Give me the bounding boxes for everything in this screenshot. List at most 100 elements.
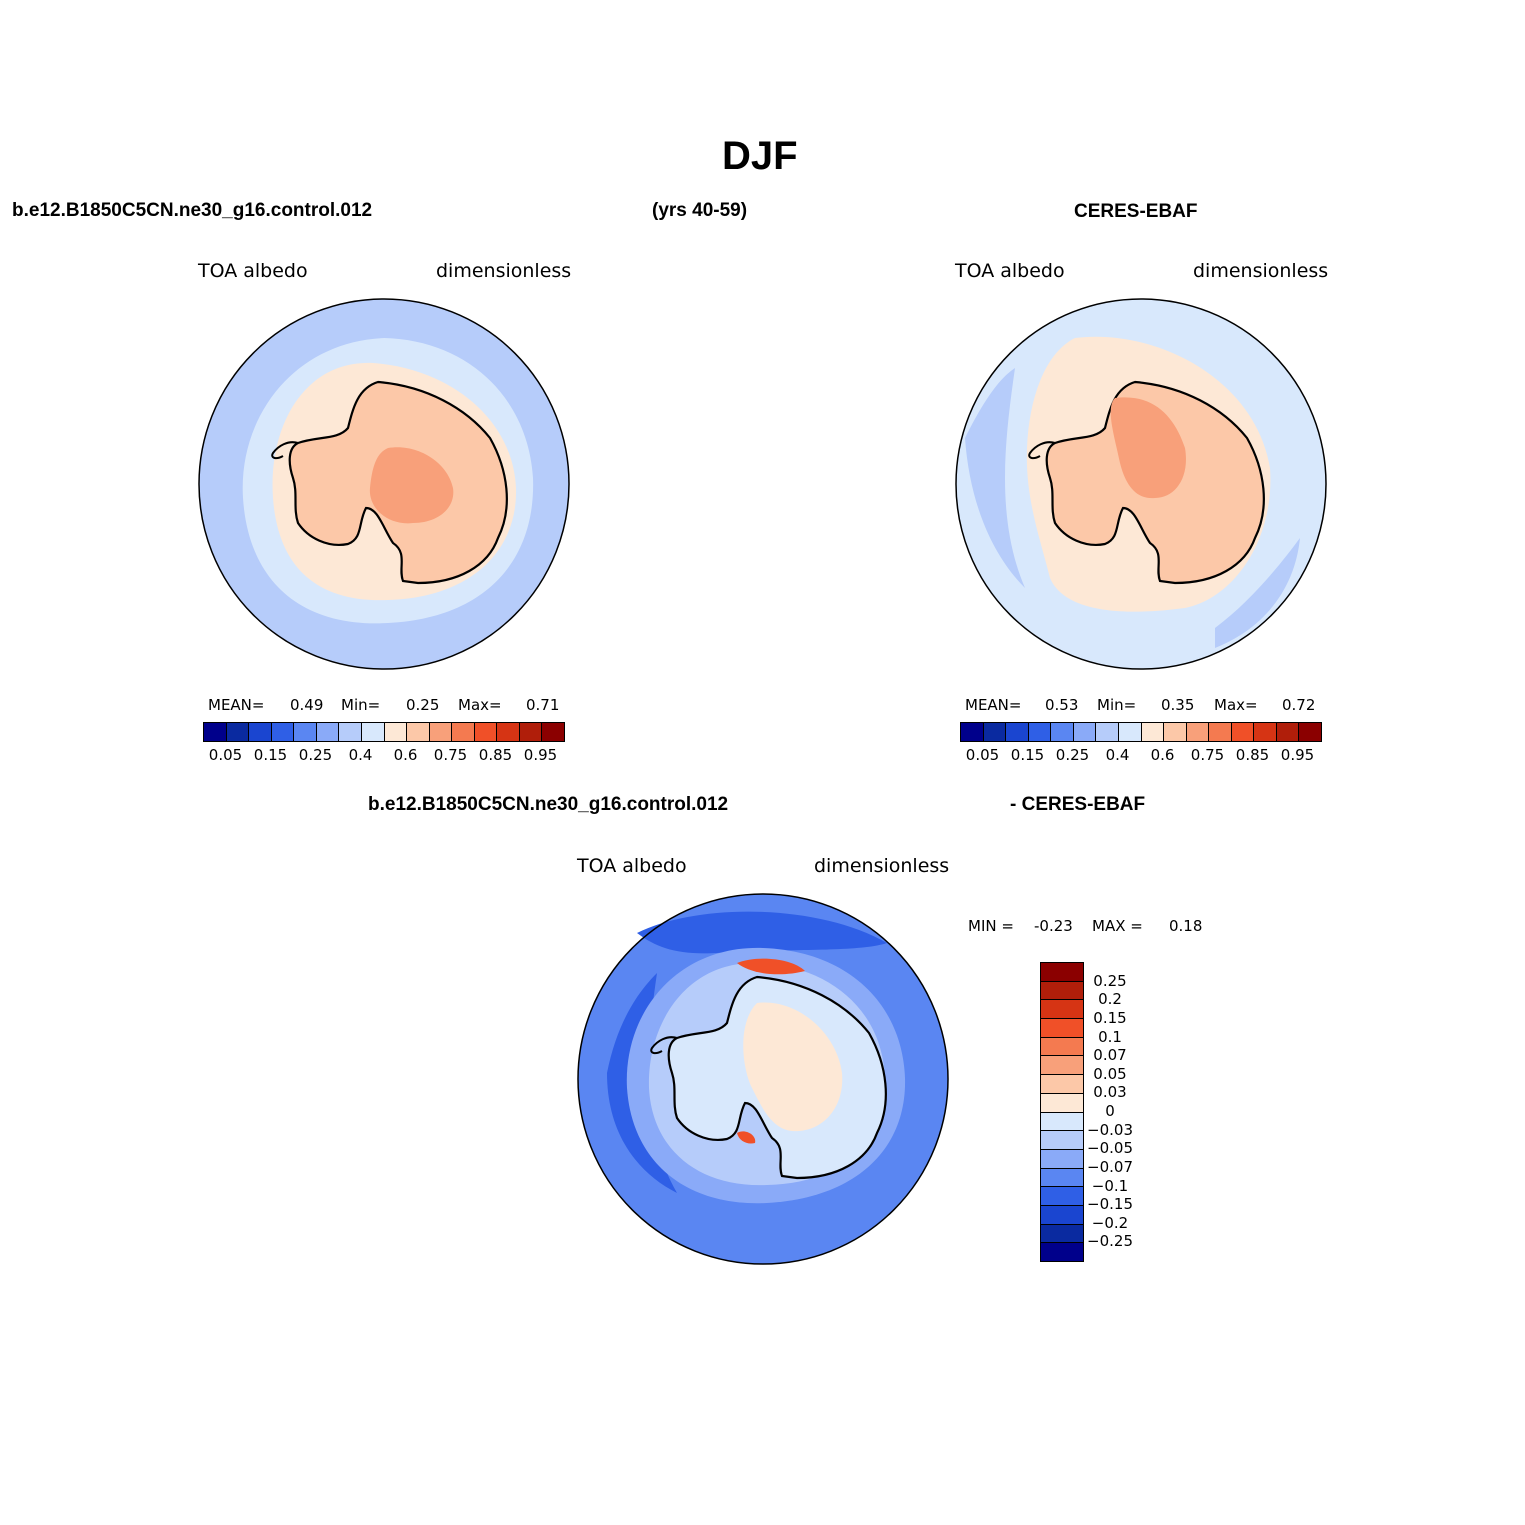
colorbar-tick-label: 0.05 — [1093, 1064, 1127, 1083]
colorbar-tick-label: 0.15 — [1093, 1008, 1127, 1027]
colorbar-cell — [1276, 723, 1300, 741]
map-boundary — [577, 893, 949, 1265]
colorbar-tick-label: 0.25 — [298, 746, 333, 764]
antarctic-peninsula — [271, 441, 299, 460]
colorbar-tick-label: 0.95 — [523, 746, 558, 764]
colorbar-cell — [983, 723, 1007, 741]
colorbar-cell — [1041, 963, 1083, 982]
top-right-polar-map — [955, 298, 1327, 670]
plateau-region — [369, 447, 454, 524]
colorbar-cell — [497, 723, 520, 741]
colorbar-cell — [1299, 723, 1321, 741]
colorbar-tick-label: 0.75 — [433, 746, 468, 764]
colorbar-tick-label: 0.4 — [348, 746, 373, 764]
top-right-min-value: 0.35 — [1161, 696, 1195, 714]
colorbar-tick-label: −0.1 — [1091, 1176, 1129, 1195]
colorbar-cell — [961, 723, 984, 741]
colorbar-cell — [316, 723, 340, 741]
colorbar-cell — [361, 723, 385, 741]
colorbar-tick-label: 0.1 — [1098, 1027, 1122, 1046]
bottom-units: dimensionless — [814, 855, 950, 877]
colorbar-tick-label: −0.07 — [1087, 1157, 1133, 1176]
colorbar-tick-label: −0.25 — [1087, 1232, 1133, 1251]
colorbar-tick-label: 0.03 — [1093, 1083, 1127, 1102]
colorbar-tick-label: −0.2 — [1091, 1213, 1129, 1232]
colorbar-tick-label: 0.85 — [478, 746, 513, 764]
top-left-colorbar — [203, 722, 565, 742]
colorbar-cell — [1041, 1187, 1083, 1206]
top-left-max-value: 0.71 — [526, 696, 560, 714]
western-ocean-patch — [965, 368, 1025, 588]
colorbar-tick-label: −0.05 — [1087, 1139, 1133, 1158]
diff-min-value: -0.23 — [1034, 917, 1073, 935]
positive-coastal-patch-south — [737, 1131, 756, 1144]
colorbar-tick-label: 0.6 — [393, 746, 418, 764]
antarctic-peninsula — [650, 1036, 678, 1055]
top-right-units: dimensionless — [1193, 260, 1329, 282]
colorbar-cell — [1041, 1131, 1083, 1150]
colorbar-cell — [384, 723, 408, 741]
colorbar-cell — [452, 723, 475, 741]
colorbar-cell — [339, 723, 362, 741]
colorbar-cell — [1041, 1037, 1083, 1057]
colorbar-cell — [1164, 723, 1187, 741]
colorbar-tick-label: 0.07 — [1093, 1046, 1127, 1065]
colorbar-cell — [1041, 1000, 1083, 1020]
difference-colorbar — [1040, 962, 1084, 1262]
southeast-ocean-patch — [1215, 538, 1300, 648]
positive-coastal-patch-north — [737, 958, 805, 975]
diff-max-label: MAX = — [1092, 917, 1143, 935]
colorbar-tick-label: 0.25 — [1093, 971, 1127, 990]
bottom-case-name: b.e12.B1850C5CN.ne30_g16.control.012 — [368, 794, 729, 815]
top-left-variable: TOA albedo — [198, 260, 308, 282]
colorbar-tick-label: −0.03 — [1087, 1120, 1133, 1139]
colorbar-cell — [542, 723, 564, 741]
colorbar-tick-label: 0.2 — [1098, 990, 1122, 1009]
colorbar-cell — [1041, 1112, 1083, 1132]
colorbar-cell — [1254, 723, 1277, 741]
top-left-polar-map — [198, 298, 570, 670]
colorbar-cell — [1186, 723, 1210, 741]
map-boundary — [955, 298, 1327, 670]
top-left-min-label: Min= — [341, 696, 381, 714]
colorbar-tick-label: 0.05 — [965, 746, 1000, 764]
top-right-max-value: 0.72 — [1282, 696, 1316, 714]
top-left-max-label: Max= — [458, 696, 502, 714]
colorbar-tick-label: 0.6 — [1150, 746, 1175, 764]
colorbar-cell — [1041, 981, 1083, 1001]
map-boundary — [198, 298, 570, 670]
colorbar-cell — [1041, 1056, 1083, 1076]
colorbar-cell — [1041, 1205, 1083, 1225]
colorbar-tick-label: 0.05 — [208, 746, 243, 764]
colorbar-tick-label: 0.85 — [1235, 746, 1270, 764]
top-left-case-name: b.e12.B1850C5CN.ne30_g16.control.012 — [12, 200, 373, 221]
colorbar-cell — [1096, 723, 1119, 741]
colorbar-cell — [1073, 723, 1097, 741]
colorbar-tick-label: −0.15 — [1087, 1195, 1133, 1214]
colorbar-cell — [271, 723, 295, 741]
colorbar-cell — [1041, 1093, 1083, 1113]
colorbar-cell — [1209, 723, 1232, 741]
diff-max-value: 0.18 — [1169, 917, 1203, 935]
positive-interior-patch — [743, 1002, 843, 1132]
colorbar-cell — [1231, 723, 1255, 741]
antarctic-peninsula — [1028, 441, 1056, 460]
colorbar-cell — [249, 723, 272, 741]
colorbar-cell — [226, 723, 250, 741]
difference-polar-map — [577, 893, 949, 1265]
top-right-min-label: Min= — [1097, 696, 1137, 714]
top-right-variable: TOA albedo — [955, 260, 1065, 282]
colorbar-cell — [1041, 1149, 1083, 1169]
figure-title: DJF — [722, 134, 798, 178]
bottom-variable: TOA albedo — [577, 855, 687, 877]
top-right-mean-label: MEAN= — [965, 696, 1022, 714]
top-left-units: dimensionless — [436, 260, 572, 282]
top-right-case-name: CERES-EBAF — [1074, 201, 1198, 222]
colorbar-cell — [474, 723, 498, 741]
colorbar-cell — [294, 723, 317, 741]
colorbar-cell — [407, 723, 430, 741]
colorbar-cell — [204, 723, 227, 741]
colorbar-cell — [1141, 723, 1165, 741]
colorbar-tick-label: 0.15 — [1010, 746, 1045, 764]
colorbar-cell — [1041, 1019, 1083, 1038]
